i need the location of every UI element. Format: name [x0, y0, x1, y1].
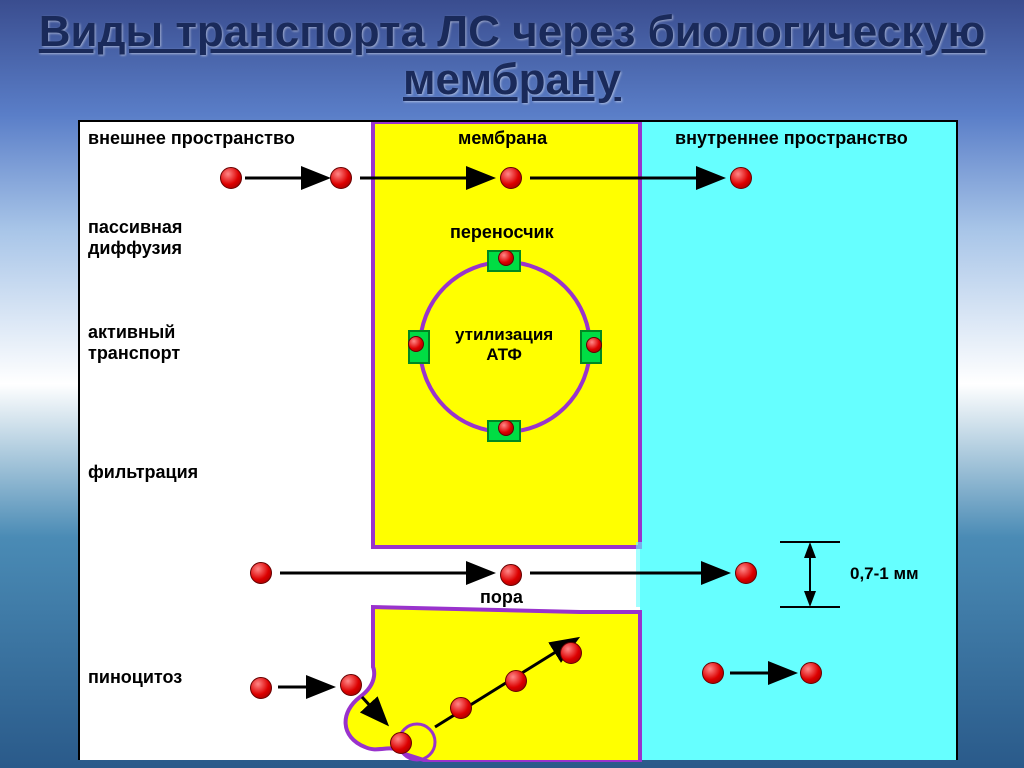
molecule: [800, 662, 822, 684]
molecule: [250, 562, 272, 584]
molecule: [560, 642, 582, 664]
molecule: [498, 250, 514, 266]
label-inner-space: внутреннее пространство: [675, 128, 908, 149]
molecule: [500, 167, 522, 189]
page-title: Виды транспорта ЛС через биологическую м…: [0, 0, 1024, 113]
label-carrier: переносчик: [450, 222, 554, 243]
molecule: [220, 167, 242, 189]
molecule: [500, 564, 522, 586]
label-atp: утилизация АТФ: [455, 325, 553, 364]
label-pore-size: 0,7-1 мм: [850, 564, 919, 584]
molecule: [586, 337, 602, 353]
molecule: [250, 677, 272, 699]
molecule: [702, 662, 724, 684]
label-pinocytosis: пиноцитоз: [88, 667, 182, 688]
molecule: [498, 420, 514, 436]
molecule: [390, 732, 412, 754]
molecule: [730, 167, 752, 189]
label-active: активный транспорт: [88, 322, 180, 363]
diagram: внешнее пространство мембрана внутреннее…: [78, 120, 958, 760]
molecule: [450, 697, 472, 719]
molecule: [340, 674, 362, 696]
molecule: [330, 167, 352, 189]
label-outer-space: внешнее пространство: [88, 128, 295, 149]
molecule: [408, 336, 424, 352]
molecule: [505, 670, 527, 692]
label-passive: пассивная диффузия: [88, 217, 182, 258]
label-filtration: фильтрация: [88, 462, 198, 483]
membrane-svg: [80, 122, 956, 762]
label-pore: пора: [480, 587, 523, 608]
label-membrane: мембрана: [458, 128, 547, 149]
molecule: [735, 562, 757, 584]
